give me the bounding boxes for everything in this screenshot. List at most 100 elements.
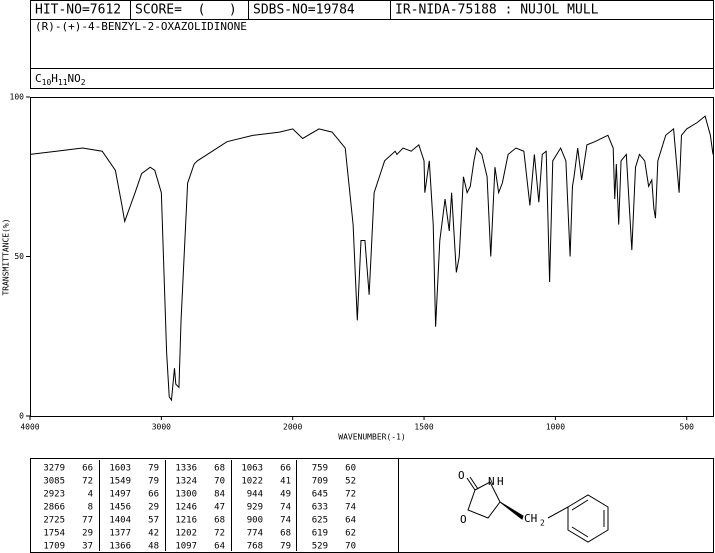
formula-part: NO [68, 72, 81, 85]
peak-transmittance: 68 [214, 464, 225, 474]
peak-wavenumber: 1754 [43, 529, 65, 539]
peak-wavenumber: 1246 [175, 503, 197, 513]
peak-wavenumber: 625 [312, 516, 328, 526]
peak-wavenumber: 900 [247, 516, 263, 526]
peak-transmittance: 49 [280, 490, 291, 500]
plot-frame [30, 97, 714, 417]
carbonyl-bond [466, 477, 476, 491]
peak-transmittance: 66 [280, 464, 291, 474]
peak-wavenumber: 709 [312, 477, 328, 487]
bottom-box [30, 458, 714, 553]
peak-wavenumber: 1366 [109, 542, 131, 552]
peak-wavenumber: 1336 [175, 464, 197, 474]
compound-name: (R)-(+)-4-BENZYL-2-OXAZOLIDINONE [35, 20, 247, 33]
atom-label: N [488, 475, 495, 488]
aromatic-bond [571, 526, 589, 538]
peak-transmittance: 74 [345, 503, 356, 513]
atom-label: O [458, 469, 465, 482]
peak-wavenumber: 768 [247, 542, 263, 552]
peak-transmittance: 72 [345, 490, 356, 500]
peak-wavenumber: 529 [312, 542, 328, 552]
y-axis-label: TRANSMITTANCE(%) [2, 218, 11, 295]
peak-wavenumber: 774 [247, 529, 263, 539]
peak-wavenumber: 619 [312, 529, 328, 539]
peak-transmittance: 68 [280, 529, 291, 539]
formula: C10H11NO2 [35, 72, 86, 87]
peak-wavenumber: 1404 [109, 516, 131, 526]
x-tick-label: 2000 [283, 423, 302, 432]
structure-drawing [466, 476, 609, 543]
hit-no: HIT-NO=7612 [35, 3, 121, 18]
formula-part: 2 [81, 78, 86, 87]
formula-part: 10 [42, 78, 52, 87]
atom-label: 2 [540, 519, 545, 528]
method: IR-NIDA-75188 : NUJOL MULL [395, 3, 599, 18]
peak-wavenumber: 2725 [43, 516, 65, 526]
x-tick-label: 3000 [152, 423, 171, 432]
peak-transmittance: 64 [345, 516, 356, 526]
peak-wavenumber: 2866 [43, 503, 65, 513]
peak-transmittance: 77 [82, 516, 93, 526]
x-tick-label: 4000 [20, 423, 39, 432]
peak-transmittance: 64 [214, 542, 225, 552]
formula-part: C [35, 72, 42, 85]
peak-transmittance: 8 [88, 503, 93, 513]
spectrum-line [29, 115, 714, 402]
peak-transmittance: 79 [148, 464, 159, 474]
y-tick-label: 0 [19, 412, 24, 421]
peak-wavenumber: 1063 [241, 464, 263, 474]
peak-wavenumber: 1202 [175, 529, 197, 539]
peak-transmittance: 29 [148, 503, 159, 513]
atom-label: H [497, 475, 504, 488]
peak-wavenumber: 1300 [175, 490, 197, 500]
peak-transmittance: 42 [148, 529, 159, 539]
peak-transmittance: 70 [214, 477, 225, 487]
x-tick-label: 1000 [546, 423, 565, 432]
peak-transmittance: 70 [345, 542, 356, 552]
peak-transmittance: 62 [345, 529, 356, 539]
peak-wavenumber: 929 [247, 503, 263, 513]
peak-transmittance: 57 [148, 516, 159, 526]
peak-transmittance: 72 [214, 529, 225, 539]
peak-wavenumber: 1497 [109, 490, 131, 500]
score: SCORE= ( ) [135, 3, 237, 18]
peak-wavenumber: 1709 [43, 542, 65, 552]
carbonyl-bond [469, 476, 479, 490]
peak-wavenumber: 633 [312, 503, 328, 513]
peak-transmittance: 47 [214, 503, 225, 513]
x-tick-label: 500 [680, 423, 695, 432]
peak-wavenumber: 1324 [175, 477, 197, 487]
peak-transmittance: 41 [280, 477, 291, 487]
peak-wavenumber: 3279 [43, 464, 65, 474]
atom-label: O [460, 513, 467, 526]
peak-transmittance: 48 [148, 542, 159, 552]
x-axis-label: WAVENUMBER(-1) [338, 433, 405, 442]
peak-wavenumber: 3085 [43, 477, 65, 487]
wedge-bond [499, 501, 524, 520]
peak-transmittance: 79 [148, 477, 159, 487]
atom-label: CH [524, 512, 537, 525]
peak-transmittance: 37 [82, 542, 93, 552]
peak-transmittance: 60 [345, 464, 356, 474]
peak-transmittance: 66 [82, 464, 93, 474]
y-tick-label: 100 [10, 93, 25, 102]
peak-transmittance: 74 [280, 503, 291, 513]
ch2-bond [547, 506, 569, 519]
ring-bond [467, 481, 501, 519]
peak-transmittance: 52 [345, 477, 356, 487]
peak-transmittance: 72 [82, 477, 93, 487]
peak-wavenumber: 1216 [175, 516, 197, 526]
x-tick-label: 1500 [414, 423, 433, 432]
peak-wavenumber: 1097 [175, 542, 197, 552]
peak-wavenumber: 1603 [109, 464, 131, 474]
peak-wavenumber: 1456 [109, 503, 131, 513]
peak-transmittance: 66 [148, 490, 159, 500]
peak-wavenumber: 759 [312, 464, 328, 474]
aromatic-bond [571, 499, 589, 511]
peak-transmittance: 29 [82, 529, 93, 539]
peak-wavenumber: 2923 [43, 490, 65, 500]
peak-transmittance: 84 [214, 490, 225, 500]
header-box [30, 0, 714, 89]
